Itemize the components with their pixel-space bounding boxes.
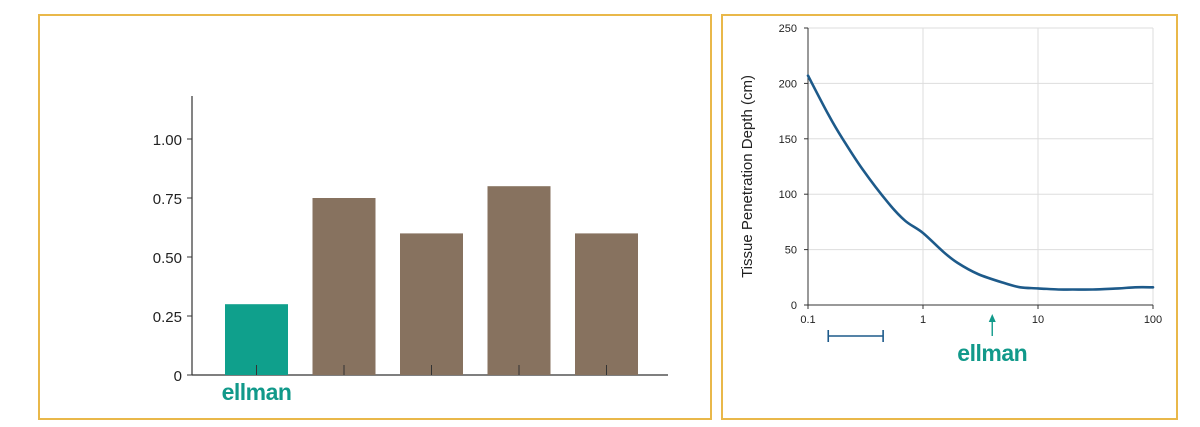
y-tick-label: 0.75 bbox=[153, 191, 182, 208]
y-tick-label: 1.00 bbox=[153, 132, 182, 149]
range-bar bbox=[827, 330, 884, 342]
category-label-ellman-logo: ellman bbox=[222, 379, 292, 405]
y-axis-label: Tissue Penetration Depth (cm) bbox=[739, 75, 756, 278]
bar bbox=[575, 233, 638, 375]
line-chart-panel: 0.1 1 10 100 0 50 100 150 200 250 Tissue Penetrati… bbox=[721, 14, 1178, 420]
bar-chart-panel: 0 0.25 0.50 0.75 1.00 ellman bbox=[38, 14, 712, 420]
arrow-up-icon bbox=[988, 314, 996, 322]
bar bbox=[312, 198, 376, 375]
y-tick-label: 250 bbox=[779, 23, 797, 35]
ellman-logo: ellman bbox=[957, 340, 1027, 366]
bar bbox=[225, 304, 288, 375]
y-tick-label: 0 bbox=[174, 368, 182, 385]
bar-chart: 0 0.25 0.50 0.75 1.00 ellman bbox=[153, 96, 668, 405]
x-tick-label: 10 bbox=[1032, 314, 1044, 326]
y-tick-label: 100 bbox=[779, 189, 797, 201]
y-tick-label: 0.50 bbox=[153, 250, 182, 267]
y-tick-label: 0 bbox=[791, 300, 797, 312]
line-chart: 0.1 1 10 100 0 50 100 150 200 250 Tissue Penetrati… bbox=[739, 23, 1162, 366]
y-tick-label: 150 bbox=[779, 134, 797, 146]
bar bbox=[400, 233, 463, 375]
x-tick-label: 1 bbox=[920, 314, 926, 326]
y-tick-label: 50 bbox=[785, 245, 797, 257]
bar bbox=[487, 186, 551, 375]
y-tick-label: 0.25 bbox=[153, 309, 182, 326]
y-tick-label: 200 bbox=[779, 78, 797, 90]
x-tick-label: 0.1 bbox=[800, 314, 815, 326]
penetration-depth-curve bbox=[806, 74, 1155, 291]
x-tick-label: 100 bbox=[1144, 314, 1162, 326]
